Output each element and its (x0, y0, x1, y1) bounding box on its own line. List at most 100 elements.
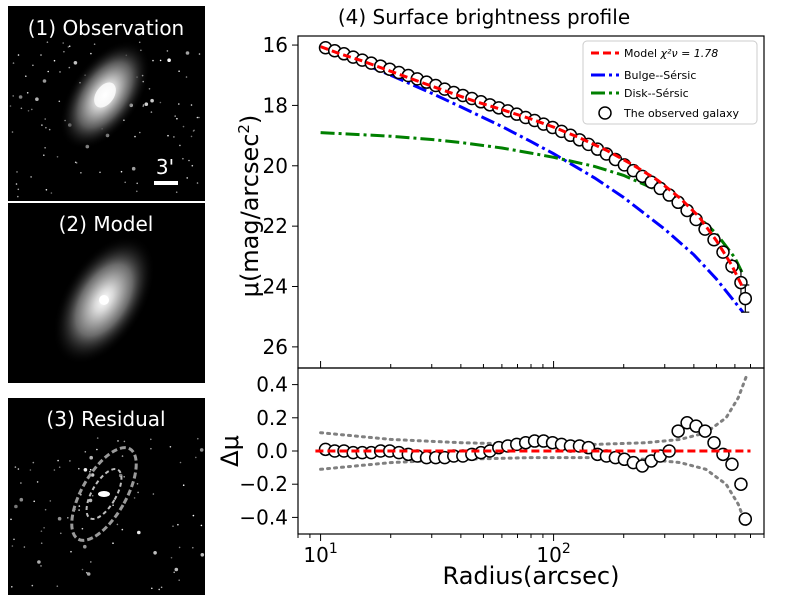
star (36, 481, 39, 483)
star (12, 95, 14, 97)
model-panel: (2) Model (8, 203, 205, 383)
star (199, 448, 204, 452)
star (68, 45, 71, 47)
x-axis-ticks: 101 102 (297, 361, 765, 567)
star (88, 498, 93, 503)
star (151, 587, 153, 590)
star (40, 54, 42, 56)
star (12, 62, 15, 64)
star (68, 66, 71, 69)
star (18, 95, 23, 99)
scale-bar-label: 3' (156, 155, 174, 179)
star (133, 497, 136, 499)
residual-y-tick-label: 0.4 (256, 373, 288, 397)
residual-inner-ring (85, 468, 123, 520)
star (134, 135, 136, 138)
star (33, 500, 35, 503)
star (173, 571, 175, 574)
star (89, 470, 91, 473)
star (182, 484, 185, 487)
main-y-tick-label: 24 (263, 275, 288, 299)
residual-y-tick-label: 0.2 (256, 406, 288, 430)
main-y-axis-label: μ(mag/arcsec2) (235, 115, 264, 298)
error-band-upper (319, 371, 750, 446)
observation-panel: (1) Observation 3' (8, 6, 205, 201)
star (45, 126, 47, 129)
star (45, 189, 48, 191)
star (198, 53, 201, 55)
star (112, 504, 114, 507)
residual-y-tick-label: −0.4 (239, 505, 288, 529)
star (167, 134, 169, 137)
star (11, 545, 14, 547)
star (142, 105, 144, 108)
star (89, 455, 93, 460)
star (57, 516, 62, 521)
star (174, 115, 176, 117)
star (86, 572, 91, 576)
scale-bar (154, 181, 178, 185)
star (56, 585, 59, 587)
star (42, 79, 47, 83)
star (60, 532, 62, 535)
star (19, 497, 24, 502)
star (178, 546, 181, 549)
observed-galaxy-core (94, 82, 116, 108)
observed-point (725, 259, 739, 274)
model-title: (2) Model (59, 212, 154, 236)
star (44, 147, 46, 149)
star (178, 103, 180, 105)
star (50, 192, 53, 194)
star (178, 70, 180, 72)
star (93, 43, 96, 45)
star (176, 117, 178, 120)
star (166, 50, 169, 52)
model-curve (320, 45, 745, 289)
star (116, 523, 119, 526)
star (10, 518, 12, 521)
star (70, 550, 72, 553)
star (148, 88, 151, 90)
star (44, 118, 46, 120)
star (49, 500, 52, 502)
star (17, 188, 20, 191)
star (62, 42, 64, 44)
observed-points (318, 41, 753, 313)
star (37, 560, 41, 564)
star (190, 135, 193, 138)
star (150, 111, 153, 113)
star (192, 130, 195, 132)
legend-box (582, 40, 758, 125)
main-y-tick-label: 16 (263, 33, 288, 57)
residual-curves (319, 371, 750, 531)
legend-model-label: Model χ²ν = 1.78 (624, 47, 718, 60)
observation-title: (1) Observation (28, 16, 184, 40)
star (198, 116, 200, 119)
star (178, 579, 180, 581)
star (32, 64, 34, 67)
residual-y-tick-label: 0.0 (256, 439, 288, 463)
legend-bulge-label: Bulge--Sérsic (624, 69, 696, 82)
star (58, 100, 61, 103)
star (196, 116, 199, 119)
star (159, 59, 162, 62)
residual-plot: 0.4 0.2 0.0 −0.2 −0.4 (239, 367, 765, 535)
star (89, 468, 92, 471)
star (35, 97, 39, 101)
star (138, 41, 141, 44)
star (169, 446, 172, 448)
error-band-lower (319, 456, 750, 531)
star (142, 104, 145, 106)
star (153, 551, 157, 555)
star (57, 459, 59, 462)
star (11, 586, 13, 588)
residual-outer-ring (70, 446, 138, 542)
star (74, 161, 77, 164)
star (192, 514, 195, 517)
star (179, 461, 182, 464)
star (190, 104, 193, 106)
star (31, 584, 34, 587)
star (131, 166, 136, 171)
main-y-tick-label: 22 (263, 214, 288, 238)
star (78, 505, 81, 507)
